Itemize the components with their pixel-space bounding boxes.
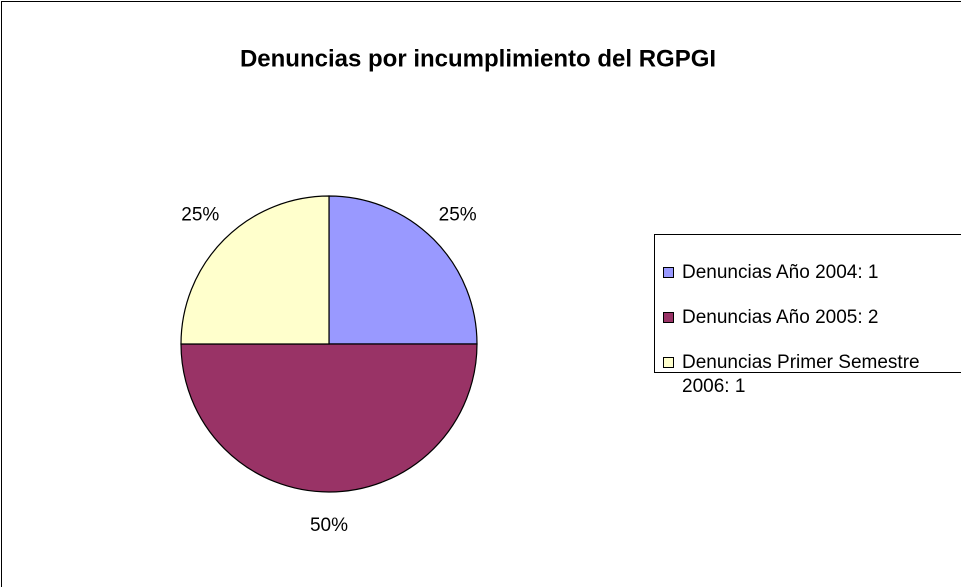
legend-label: Denuncias Año 2005: 2 xyxy=(682,307,879,328)
legend-item: Denuncias Primer Semestre 2006: 1 xyxy=(663,351,961,399)
legend-swatch xyxy=(663,267,674,278)
pie-slice xyxy=(328,195,478,345)
legend-item: Denuncias Año 2004: 1 xyxy=(663,261,961,285)
legend-swatch xyxy=(663,357,674,368)
legend-label: Denuncias Primer Semestre 2006: 1 xyxy=(682,352,920,397)
pie-slice xyxy=(180,195,330,345)
legend-item: Denuncias Año 2005: 2 xyxy=(663,306,961,330)
chart-title: Denuncias por incumplimiento del RGPGI xyxy=(240,45,716,72)
data-label: 25% xyxy=(439,204,477,225)
legend-swatch xyxy=(663,312,674,323)
data-label: 25% xyxy=(181,204,219,225)
legend-label: Denuncias Año 2004: 1 xyxy=(682,262,879,283)
data-label: 50% xyxy=(310,515,348,536)
pie-slice xyxy=(180,343,478,493)
legend: Denuncias Año 2004: 1 Denuncias Año 2005:… xyxy=(654,234,961,397)
